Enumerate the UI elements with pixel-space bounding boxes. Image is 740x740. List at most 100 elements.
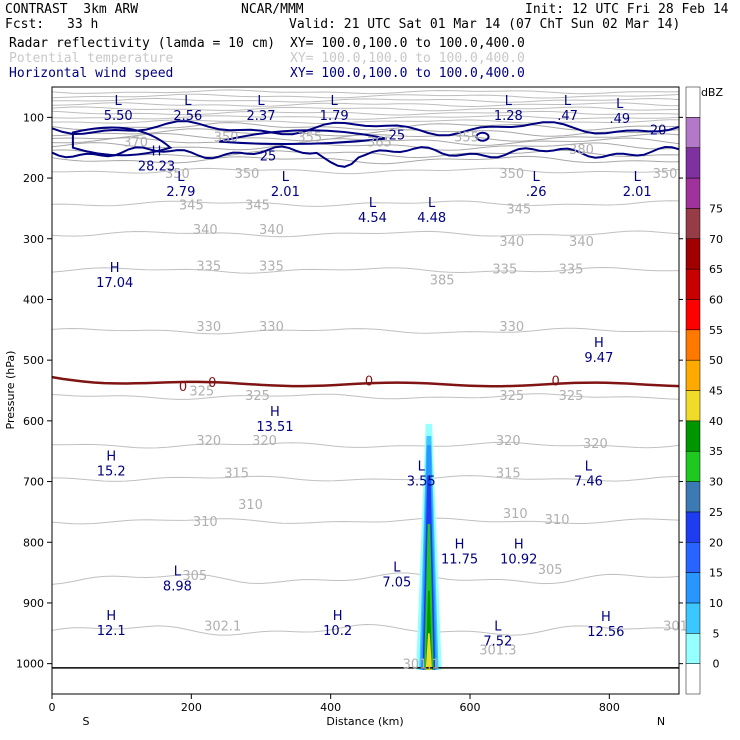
theta-upper-band-line bbox=[52, 102, 679, 108]
theta-label: 345 bbox=[245, 199, 270, 214]
theta-upper-band-line bbox=[52, 89, 679, 95]
theta-upper-band-line bbox=[52, 115, 679, 120]
extremum-value: 1.28 bbox=[494, 109, 523, 124]
theta-contour-325 bbox=[52, 393, 679, 400]
theta-contour-345 bbox=[52, 200, 679, 207]
y-tick-label: 300 bbox=[23, 233, 44, 246]
theta-label: 320 bbox=[196, 434, 221, 449]
colorbar-tick-label: 50 bbox=[709, 354, 723, 367]
theta-label: 320 bbox=[252, 434, 277, 449]
extremum-value: 12.1 bbox=[97, 624, 126, 639]
colorbar-bin bbox=[685, 177, 701, 209]
theta-contour-350 bbox=[52, 167, 679, 175]
theta-label: 301.1 bbox=[403, 658, 440, 673]
colorbar-tick-label: 0 bbox=[713, 658, 720, 671]
extremum-value: 7.52 bbox=[483, 634, 512, 649]
theta-contour-315 bbox=[52, 475, 679, 482]
theta-label: 335 bbox=[259, 259, 284, 274]
extremum-type: L bbox=[369, 196, 377, 211]
colorbar-tick-label: 70 bbox=[709, 233, 723, 246]
y-tick-label: 1000 bbox=[16, 658, 44, 671]
colorbar-bin bbox=[685, 420, 701, 452]
extremum-value: 2.01 bbox=[271, 185, 300, 200]
colorbar-tick-label: 30 bbox=[709, 476, 723, 489]
extremum-value: 15.2 bbox=[97, 464, 126, 479]
theta-label: 302.1 bbox=[204, 619, 241, 634]
contour-labels: 385 380 370 365 350 355 355 350 350 350 350 345 345 3… bbox=[96, 94, 688, 672]
extremum-value: 28.23 bbox=[138, 160, 175, 175]
extremum-type: H bbox=[594, 336, 604, 351]
theta-label: 340 bbox=[569, 235, 594, 250]
extremum-value: 2.01 bbox=[623, 185, 652, 200]
plot-background bbox=[52, 87, 679, 694]
x-end-label-left: S bbox=[83, 715, 90, 728]
y-tick-label: 100 bbox=[23, 111, 44, 124]
extremum-value: 13.51 bbox=[256, 420, 293, 435]
model-title: CONTRAST 3km ARW bbox=[5, 2, 139, 17]
colorbar-tick-label: 20 bbox=[709, 536, 723, 549]
theta-label: 350 bbox=[499, 167, 524, 182]
theta-label: 310 bbox=[238, 498, 263, 513]
extremum-value: 5.50 bbox=[104, 109, 133, 124]
y-tick-label: 800 bbox=[23, 536, 44, 549]
extremum-type: L bbox=[184, 94, 192, 109]
theta-label: 350 bbox=[235, 167, 260, 182]
theta-label: 340 bbox=[259, 223, 284, 238]
colorbar-tick-label: 5 bbox=[713, 627, 720, 640]
theta-label: 305 bbox=[538, 563, 563, 578]
colorbar-bin bbox=[685, 299, 701, 331]
theta-label: 340 bbox=[499, 235, 524, 250]
theta-label: 325 bbox=[559, 389, 584, 404]
theta-contour-340 bbox=[52, 230, 679, 238]
theta-contour-335 bbox=[52, 266, 679, 274]
extremum-type: H bbox=[455, 537, 465, 552]
extremum-value: 2.56 bbox=[173, 109, 202, 124]
colorbar-bin bbox=[685, 390, 701, 422]
extremum-value: 9.47 bbox=[584, 351, 613, 366]
theta-label: 340 bbox=[193, 223, 218, 238]
reflectivity-layer-6 bbox=[425, 633, 433, 670]
theta-label: 310 bbox=[503, 507, 528, 522]
field-wind-xy: XY= 100.0,100.0 to 100.0,400.0 bbox=[290, 66, 525, 81]
theta-label: 315 bbox=[496, 466, 521, 481]
extremum-type: L bbox=[331, 94, 339, 109]
theta-upper-band-line bbox=[52, 106, 679, 112]
colorbar-bin bbox=[685, 117, 701, 148]
colorbar-bin bbox=[685, 481, 701, 513]
extremum-type: H bbox=[110, 261, 120, 276]
extremum-value: .49 bbox=[609, 112, 630, 127]
extremum-value: 4.48 bbox=[417, 211, 446, 226]
theta-label: 335 bbox=[196, 259, 221, 274]
field-theta-name: Potential temperature bbox=[9, 51, 174, 66]
colorbar-bin bbox=[685, 542, 701, 573]
extremum-type: L bbox=[115, 94, 123, 109]
y-tick-label: 600 bbox=[23, 415, 44, 428]
extremum-type: L bbox=[418, 460, 426, 475]
x-axis-label: Distance (km) bbox=[326, 715, 403, 728]
theta-label: 310 bbox=[545, 513, 570, 528]
fcst-label: Fcst: bbox=[5, 17, 45, 32]
colorbar-bin bbox=[685, 86, 701, 118]
wind-label: 25 bbox=[260, 150, 277, 165]
extremum-type: L bbox=[616, 97, 624, 112]
theta-label: 330 bbox=[499, 320, 524, 335]
colorbar-tick-label: 60 bbox=[709, 293, 723, 306]
theta-label: 330 bbox=[259, 320, 284, 335]
extremum-type: L bbox=[177, 170, 185, 185]
theta-label: 365 bbox=[367, 135, 392, 150]
extremum-type: H bbox=[106, 449, 116, 464]
theta-upper-band-line bbox=[52, 119, 679, 125]
colorbar-bin bbox=[685, 572, 701, 604]
theta-contour-355 bbox=[52, 155, 679, 165]
colorbar-tick-label: 65 bbox=[709, 263, 723, 276]
theta-label: 385 bbox=[430, 273, 455, 288]
colorbar-bin bbox=[685, 633, 701, 664]
extremum-type: H bbox=[333, 609, 343, 624]
theta-label: 325 bbox=[245, 389, 270, 404]
extremum-type: H bbox=[106, 609, 116, 624]
extremum-type: L bbox=[257, 94, 265, 109]
theta-label: 380 bbox=[569, 143, 594, 158]
x-end-label-right: N bbox=[657, 715, 665, 728]
field-theta-xy: XY= 100.0,100.0 to 100.0,400.0 bbox=[290, 51, 525, 66]
